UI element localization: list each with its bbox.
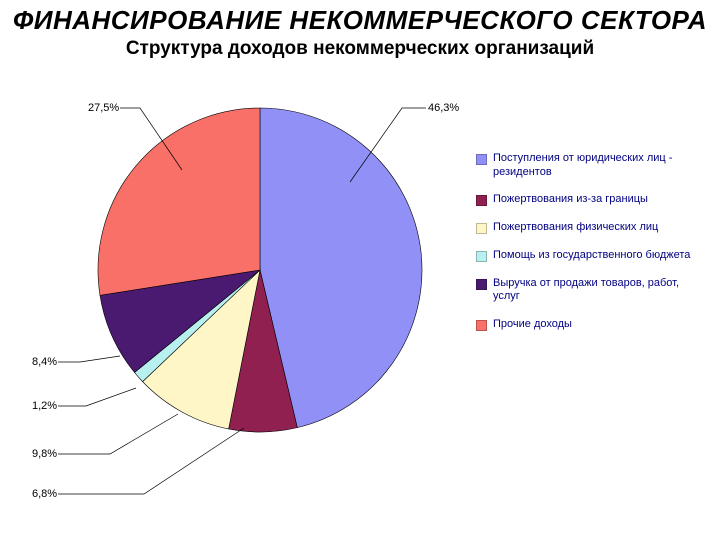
legend-label: Пожертвования из-за границы <box>493 193 648 207</box>
legend-item-foreign_donations: Пожертвования из-за границы <box>476 193 706 207</box>
legend-item-other_income: Прочие доходы <box>476 318 706 332</box>
legend-swatch <box>476 279 487 290</box>
leader-line-individuals <box>58 414 178 454</box>
legend-swatch <box>476 195 487 206</box>
pct-label-individuals: 9,8% <box>32 448 57 460</box>
leader-line-foreign_donations <box>58 428 244 494</box>
chart-container: 46,3% 6,8% 9,8% 1,2% 8,4% 27,5% Поступления о… <box>0 68 720 518</box>
legend-label: Пожертвования физических лиц <box>493 221 658 235</box>
legend-swatch <box>476 154 487 165</box>
legend-label: Выручка от продажи товаров, работ, услуг <box>493 277 706 305</box>
pct-label-state_budget: 1,2% <box>32 400 57 412</box>
page-root: ФИНАНСИРОВАНИЕ НЕКОММЕРЧЕСКОГО СЕКТОРА С… <box>0 0 720 540</box>
leader-line-sales_revenue <box>58 356 120 362</box>
pct-label-other_income: 27,5% <box>88 102 119 114</box>
page-subtitle: Структура доходов некоммерческих организ… <box>0 36 720 60</box>
legend-item-individuals: Пожертвования физических лиц <box>476 221 706 235</box>
pie-svg <box>30 68 490 508</box>
pct-label-legal_entities: 46,3% <box>428 102 459 114</box>
pie-slice-other_income <box>98 108 260 295</box>
legend: Поступления от юридических лиц - резиден… <box>476 138 706 346</box>
legend-item-sales_revenue: Выручка от продажи товаров, работ, услуг <box>476 277 706 305</box>
legend-item-legal_entities: Поступления от юридических лиц - резиден… <box>476 152 706 180</box>
legend-swatch <box>476 320 487 331</box>
page-title: ФИНАНСИРОВАНИЕ НЕКОММЕРЧЕСКОГО СЕКТОРА <box>0 0 720 36</box>
legend-label: Прочие доходы <box>493 318 572 332</box>
legend-swatch <box>476 251 487 262</box>
pie-chart: 46,3%6,8%9,8%1,2%8,4%27,5% <box>30 68 450 508</box>
pct-label-sales_revenue: 8,4% <box>32 356 57 368</box>
leader-line-state_budget <box>58 388 136 406</box>
legend-swatch <box>476 223 487 234</box>
legend-item-state_budget: Помощь из государственного бюджета <box>476 249 706 263</box>
legend-label: Помощь из государственного бюджета <box>493 249 690 263</box>
pct-label-foreign_donations: 6,8% <box>32 488 57 500</box>
legend-label: Поступления от юридических лиц - резиден… <box>493 152 706 180</box>
